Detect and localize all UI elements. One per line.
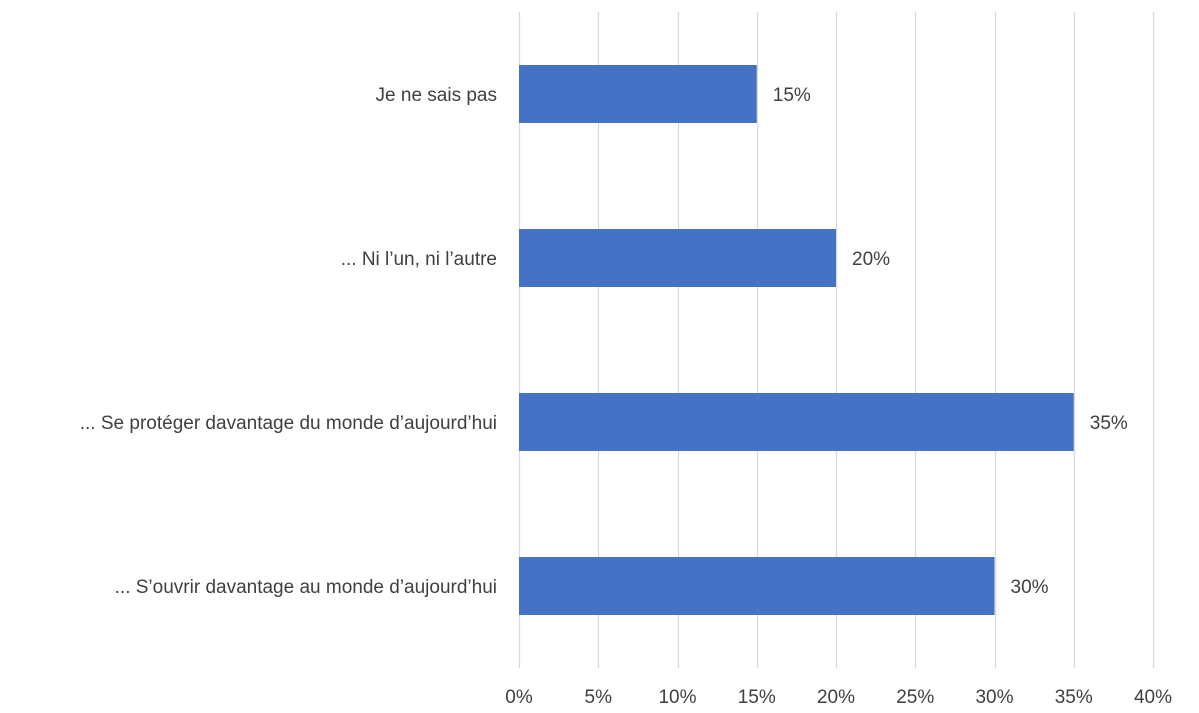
x-tick-label: 5% xyxy=(585,687,613,708)
category-label: ... Se protéger davantage du monde d’auj… xyxy=(80,413,497,434)
x-tick-label: 0% xyxy=(505,687,533,708)
x-tick-label: 30% xyxy=(975,687,1013,708)
x-tick-label: 15% xyxy=(738,687,776,708)
bar xyxy=(519,557,995,615)
category-label: ... S’ouvrir davantage au monde d’aujour… xyxy=(115,577,497,598)
category-label: Je ne sais pas xyxy=(376,85,497,106)
category-labels: Je ne sais pas ... Ni l’un, ni l’autre...… xyxy=(80,85,497,598)
bar xyxy=(519,65,757,123)
x-axis-tick-labels: 0% 5% 10% 15% 20% 25% 30% 35% 40% xyxy=(505,687,1172,708)
x-tick-label: 20% xyxy=(817,687,855,708)
data-label: 20% xyxy=(852,249,890,270)
data-label: 15% xyxy=(773,85,811,106)
bars xyxy=(519,65,1074,615)
data-label: 35% xyxy=(1090,413,1128,434)
bar xyxy=(519,393,1074,451)
category-label: ... Ni l’un, ni l’autre xyxy=(341,249,497,270)
x-tick-label: 40% xyxy=(1134,687,1172,708)
data-label: 30% xyxy=(1011,577,1049,598)
value-labels: 15% 20% 35% 30% xyxy=(773,85,1128,598)
x-tick-label: 25% xyxy=(896,687,934,708)
x-tick-label: 10% xyxy=(658,687,696,708)
bar xyxy=(519,229,836,287)
x-tick-label: 35% xyxy=(1055,687,1093,708)
